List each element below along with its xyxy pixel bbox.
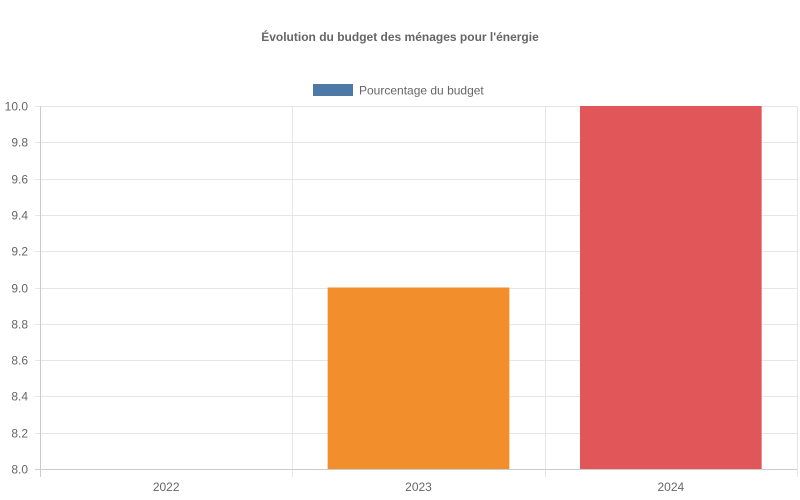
axes <box>35 106 797 477</box>
y-tick-label: 9.2 <box>11 245 28 259</box>
legend[interactable]: Pourcentage du budget <box>313 84 484 98</box>
bars <box>327 106 762 470</box>
legend-label: Pourcentage du budget <box>359 84 484 98</box>
y-tick-label: 10.0 <box>5 100 29 114</box>
x-tick-label: 2022 <box>153 480 180 494</box>
chart-title: Évolution du budget des ménages pour l'é… <box>261 29 539 44</box>
y-tick-label: 8.2 <box>11 427 28 441</box>
x-axis-ticks: 2022 2023 2024 <box>153 480 685 494</box>
y-tick-label: 9.0 <box>11 282 28 296</box>
y-tick-label: 8.4 <box>11 390 28 404</box>
bar-2023[interactable] <box>327 287 510 470</box>
x-tick-label: 2024 <box>657 480 684 494</box>
bar-2024[interactable] <box>579 106 762 469</box>
y-axis-ticks: 8.0 8.2 8.4 8.6 8.8 9.0 9.2 9.4 9.6 9.8 10.0 <box>5 100 29 477</box>
y-tick-label: 8.6 <box>11 354 28 368</box>
y-tick-label: 9.6 <box>11 173 28 187</box>
y-tick-label: 9.4 <box>11 209 28 223</box>
legend-swatch <box>313 84 353 96</box>
y-tick-label: 8.0 <box>11 463 28 477</box>
y-tick-label: 8.8 <box>11 318 28 332</box>
y-tick-label: 9.8 <box>11 136 28 150</box>
x-tick-label: 2023 <box>405 480 432 494</box>
